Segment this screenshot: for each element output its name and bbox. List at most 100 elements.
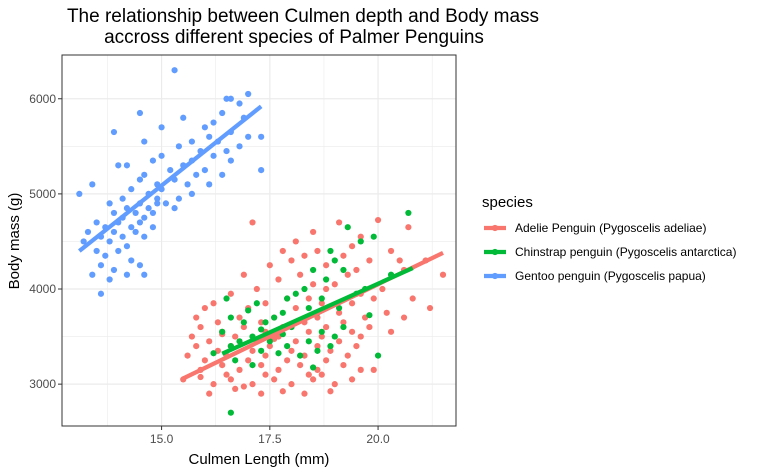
data-point — [366, 257, 373, 264]
data-point — [310, 376, 317, 383]
data-point — [409, 295, 416, 302]
data-point — [141, 214, 148, 221]
data-point — [184, 352, 191, 359]
data-point — [236, 366, 243, 373]
legend: species Adelie Penguin (Pygoscelis adeli… — [482, 194, 736, 283]
data-point — [245, 133, 252, 140]
data-point — [297, 362, 304, 369]
data-point — [141, 271, 148, 278]
chart-title-line-1: The relationship between Culmen depth an… — [67, 6, 539, 27]
data-point — [340, 362, 347, 369]
data-point — [128, 257, 135, 264]
trend-line-2 — [78, 104, 263, 253]
data-point — [374, 216, 382, 224]
legend-item: Gentoo penguin (Pygoscelis papua) — [484, 269, 706, 283]
data-point — [210, 381, 217, 388]
data-point — [106, 276, 113, 283]
data-point — [201, 357, 208, 364]
data-point — [305, 295, 312, 302]
data-point — [245, 307, 252, 314]
data-point — [227, 157, 234, 164]
data-point — [184, 181, 191, 188]
data-point — [206, 133, 213, 140]
data-point — [379, 285, 386, 293]
data-point — [275, 276, 282, 283]
data-point — [197, 373, 204, 381]
data-point — [292, 290, 299, 297]
data-point — [314, 247, 321, 255]
data-point — [97, 290, 105, 297]
x-tick-label: 15.0 — [150, 432, 174, 446]
data-point — [396, 257, 403, 264]
data-point — [93, 219, 100, 226]
data-point — [271, 314, 278, 321]
x-tick-label: 17.5 — [258, 432, 282, 446]
data-point — [310, 228, 317, 236]
data-point — [383, 309, 390, 316]
data-point — [227, 95, 234, 102]
data-point — [314, 342, 321, 350]
data-point — [171, 67, 178, 74]
data-point — [162, 200, 170, 207]
data-point — [323, 285, 330, 293]
data-point — [141, 171, 148, 178]
data-point — [193, 314, 200, 321]
data-point — [188, 190, 195, 197]
data-point — [348, 243, 356, 250]
data-point — [323, 262, 330, 269]
data-point — [219, 109, 226, 117]
data-point — [318, 295, 325, 302]
data-point — [279, 309, 286, 316]
data-point — [232, 357, 239, 364]
data-point — [331, 257, 338, 264]
data-point — [344, 271, 351, 278]
data-point — [279, 388, 286, 395]
legend-title: species — [482, 194, 533, 211]
data-point — [327, 347, 334, 354]
data-point — [344, 352, 351, 359]
data-point — [128, 224, 135, 231]
y-axis-label: Body mass (g) — [6, 193, 23, 290]
data-point — [227, 290, 234, 297]
data-point — [327, 247, 334, 255]
data-point — [331, 381, 338, 388]
data-point — [249, 219, 256, 226]
data-point — [266, 338, 273, 345]
data-point — [323, 276, 330, 283]
data-point — [305, 304, 312, 312]
data-point — [353, 342, 360, 350]
data-point — [136, 219, 144, 226]
data-point — [223, 371, 230, 378]
data-point — [335, 219, 343, 226]
data-point — [258, 133, 265, 140]
data-point — [284, 342, 291, 350]
chart-title-line-2: accross different species of Palmer Peng… — [104, 27, 484, 48]
data-point — [115, 247, 122, 255]
data-point — [284, 357, 291, 364]
data-point — [180, 114, 187, 121]
data-point — [318, 300, 325, 307]
data-point — [344, 224, 351, 231]
data-point — [262, 371, 269, 378]
data-point — [297, 271, 304, 278]
data-point — [132, 228, 139, 236]
data-point — [310, 364, 317, 371]
trend-lines — [78, 104, 444, 381]
data-point — [305, 328, 312, 335]
data-point — [426, 304, 434, 312]
data-point — [327, 342, 334, 350]
data-point — [335, 309, 343, 316]
data-point — [323, 357, 330, 364]
data-point — [245, 357, 252, 364]
data-point — [232, 333, 239, 340]
data-point — [266, 342, 273, 350]
data-point — [97, 262, 105, 269]
data-point — [348, 300, 356, 307]
data-point — [193, 171, 200, 178]
data-point — [258, 319, 265, 326]
data-point — [80, 238, 87, 245]
data-point — [110, 128, 118, 136]
data-point — [297, 352, 304, 359]
data-point — [357, 233, 364, 240]
data-point — [305, 338, 312, 345]
